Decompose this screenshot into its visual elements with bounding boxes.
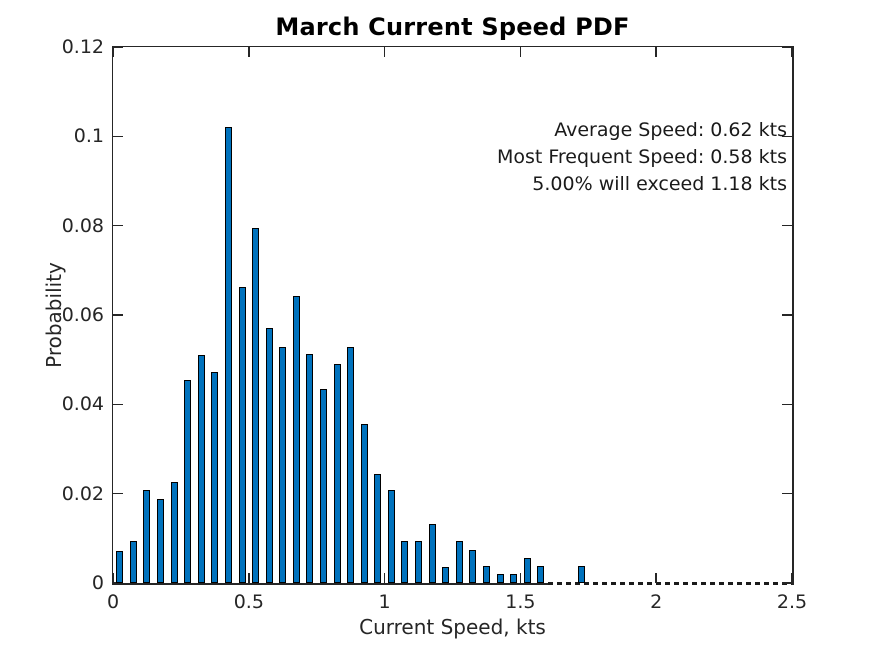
- histogram-bar: [483, 566, 490, 583]
- histogram-bar: [306, 354, 313, 583]
- histogram-bar: [388, 490, 395, 583]
- stats-annotation: Average Speed: 0.62 kts Most Frequent Sp…: [497, 117, 787, 198]
- plot-spine-top: [111, 45, 794, 47]
- histogram-bar: [429, 524, 436, 583]
- histogram-bar: [578, 566, 585, 583]
- y-tick-label: 0.02: [61, 482, 104, 505]
- y-tick: [113, 492, 123, 495]
- x-tick-label: 2.5: [776, 591, 808, 613]
- histogram-bar: [116, 551, 123, 583]
- histogram-bar: [211, 372, 218, 583]
- y-tick: [113, 224, 123, 227]
- x-tick-label: 0.5: [233, 591, 264, 613]
- histogram-bar: [252, 228, 259, 583]
- histogram-bar: [510, 574, 517, 583]
- histogram-bar: [374, 474, 381, 583]
- x-tick-label: 1.5: [505, 591, 536, 613]
- x-tick-label: 1: [378, 591, 391, 613]
- axis-x-solid-segment: [111, 583, 548, 585]
- histogram-bar: [266, 328, 273, 583]
- histogram-bar: [279, 347, 286, 583]
- x-tick: [248, 573, 250, 583]
- y-tick-label: 0.04: [61, 393, 104, 416]
- histogram-bar: [198, 355, 205, 583]
- x-tick-mirror: [519, 47, 522, 57]
- x-tick-mirror: [791, 47, 793, 57]
- y-tick: [113, 46, 123, 48]
- histogram-bar: [225, 127, 232, 583]
- y-tick: [113, 582, 123, 584]
- y-tick-mirror: [782, 135, 792, 138]
- plot-spine-right: [792, 45, 794, 585]
- histogram-bar: [401, 541, 408, 583]
- y-tick-mirror: [782, 492, 792, 495]
- chart-title: March Current Speed PDF: [275, 13, 630, 41]
- y-tick-mirror: [782, 403, 792, 406]
- histogram-bar: [130, 541, 137, 583]
- histogram-bar: [171, 482, 178, 583]
- histogram-bar: [361, 424, 368, 583]
- y-tick-mirror: [782, 582, 792, 584]
- x-tick: [655, 573, 657, 583]
- histogram-bar: [157, 499, 164, 583]
- zero-dashed-line: [547, 582, 792, 585]
- x-tick-mirror: [112, 47, 114, 57]
- y-tick-label: 0.08: [61, 214, 104, 237]
- y-tick-label: 0.12: [61, 36, 104, 58]
- x-tick: [383, 573, 386, 583]
- x-tick-mirror: [383, 47, 386, 57]
- y-tick-label: 0.06: [61, 304, 104, 326]
- x-tick-mirror: [655, 47, 657, 57]
- histogram-bar: [415, 541, 422, 583]
- annotation-line-average-speed: Average Speed: 0.62 kts: [554, 119, 787, 141]
- y-tick-label: 0: [91, 572, 104, 594]
- y-tick-mirror: [782, 314, 792, 316]
- x-tick: [112, 573, 114, 583]
- histogram-bar: [320, 389, 327, 583]
- histogram-bar: [469, 550, 476, 583]
- x-tick: [791, 573, 793, 583]
- y-tick-label: 0.1: [73, 125, 104, 148]
- x-axis-label: Current Speed, kts: [359, 615, 546, 639]
- y-tick: [113, 403, 123, 406]
- histogram-bar: [497, 574, 504, 583]
- histogram-bar: [524, 558, 531, 583]
- annotation-line-most-frequent-speed: Most Frequent Speed: 0.58 kts: [496, 146, 787, 168]
- x-tick: [519, 573, 522, 583]
- x-tick-label: 2: [650, 591, 663, 613]
- histogram-bar: [334, 364, 341, 583]
- histogram-bar: [456, 541, 463, 583]
- annotation-line-exceedance: 5.00% will exceed 1.18 kts: [532, 173, 787, 195]
- histogram-bar: [239, 287, 246, 583]
- y-tick-mirror: [782, 46, 792, 48]
- histogram-bar: [143, 490, 150, 583]
- histogram-bar: [537, 566, 544, 583]
- y-tick: [113, 135, 123, 138]
- y-tick: [113, 314, 123, 316]
- plot-spine-left: [111, 45, 113, 585]
- histogram-bar: [184, 380, 191, 583]
- y-tick-mirror: [782, 224, 792, 227]
- histogram-bar: [442, 567, 449, 583]
- histogram-bar: [347, 347, 354, 583]
- histogram-bar: [293, 296, 300, 583]
- x-tick-mirror: [248, 47, 250, 57]
- x-tick-label: 0: [106, 591, 120, 613]
